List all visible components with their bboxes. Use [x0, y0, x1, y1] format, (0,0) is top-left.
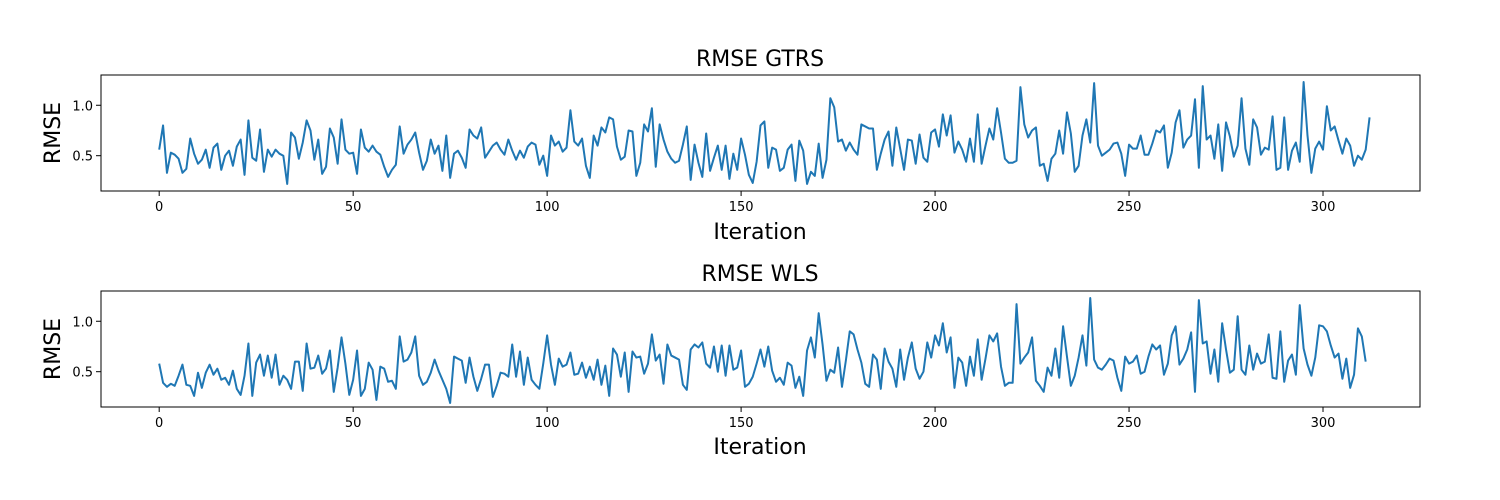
chart-title: RMSE WLS	[701, 262, 818, 287]
x-tick-label: 200	[923, 200, 948, 215]
y-tick-label: 1.0	[72, 99, 93, 114]
series-line	[158, 81, 1371, 185]
x-tick-label: 100	[535, 200, 560, 215]
x-axis-label: Iteration	[713, 435, 806, 460]
x-tick-label: 50	[345, 200, 362, 215]
plot-area	[158, 81, 1371, 185]
x-tick-label: 100	[535, 416, 560, 431]
x-axis-label: Iteration	[713, 220, 806, 245]
axis-ticks: 0 50 100 150 200 250 300 0.5 1.0	[72, 315, 1335, 431]
x-tick-label: 200	[923, 416, 948, 431]
x-tick-label: 250	[1117, 200, 1142, 215]
chart-title: RMSE GTRS	[696, 47, 824, 72]
series-line	[158, 297, 1367, 404]
y-tick-label: 0.5	[72, 366, 93, 381]
plot-frame	[100, 290, 1421, 408]
x-tick-label: 250	[1117, 416, 1142, 431]
chart-panel-gtrs: RMSE GTRS RMSE Iteration 0 50 100 150 200 250…	[41, 47, 1421, 245]
x-tick-label: 0	[155, 200, 163, 215]
chart-panel-wls: RMSE WLS RMSE Iteration 0 50 100 150 200 250 3…	[41, 262, 1421, 460]
x-tick-label: 50	[345, 416, 362, 431]
y-tick-label: 0.5	[72, 150, 93, 165]
x-tick-label: 0	[155, 416, 163, 431]
axis-ticks: 0 50 100 150 200 250 300 0.5 1.0	[72, 99, 1335, 215]
x-tick-label: 150	[729, 200, 754, 215]
y-tick-label: 1.0	[72, 315, 93, 330]
x-tick-label: 300	[1311, 416, 1336, 431]
plot-area	[158, 297, 1367, 404]
x-tick-label: 300	[1311, 200, 1336, 215]
y-axis-label: RMSE	[41, 318, 66, 380]
x-tick-label: 150	[729, 416, 754, 431]
y-axis-label: RMSE	[41, 102, 66, 164]
plot-frame	[100, 74, 1421, 192]
